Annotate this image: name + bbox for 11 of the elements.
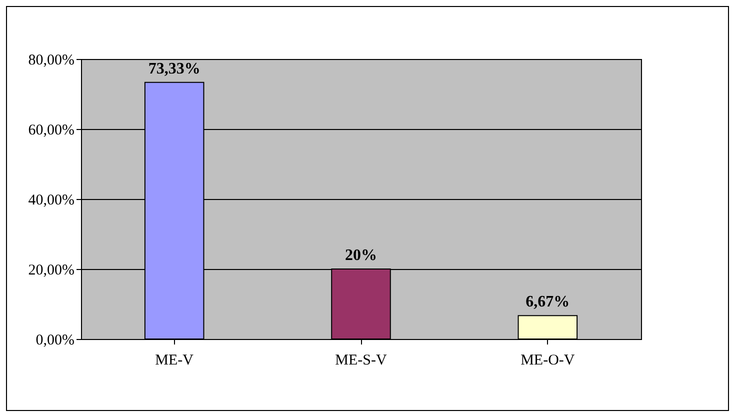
data-label: 20% xyxy=(345,247,377,264)
x-tick-label: ME-S-V xyxy=(335,352,387,368)
y-tick-label: 0,00% xyxy=(36,332,74,348)
x-tick-label: ME-V xyxy=(155,352,194,368)
y-tick-label: 40,00% xyxy=(28,192,74,208)
data-label: 6,67% xyxy=(526,294,570,311)
y-tick-label: 60,00% xyxy=(28,122,74,138)
x-tick-label: ME-O-V xyxy=(520,352,575,368)
y-tick-label: 80,00% xyxy=(28,52,74,68)
data-label: 73,33% xyxy=(148,60,200,78)
y-tick-label: 20,00% xyxy=(28,262,74,278)
